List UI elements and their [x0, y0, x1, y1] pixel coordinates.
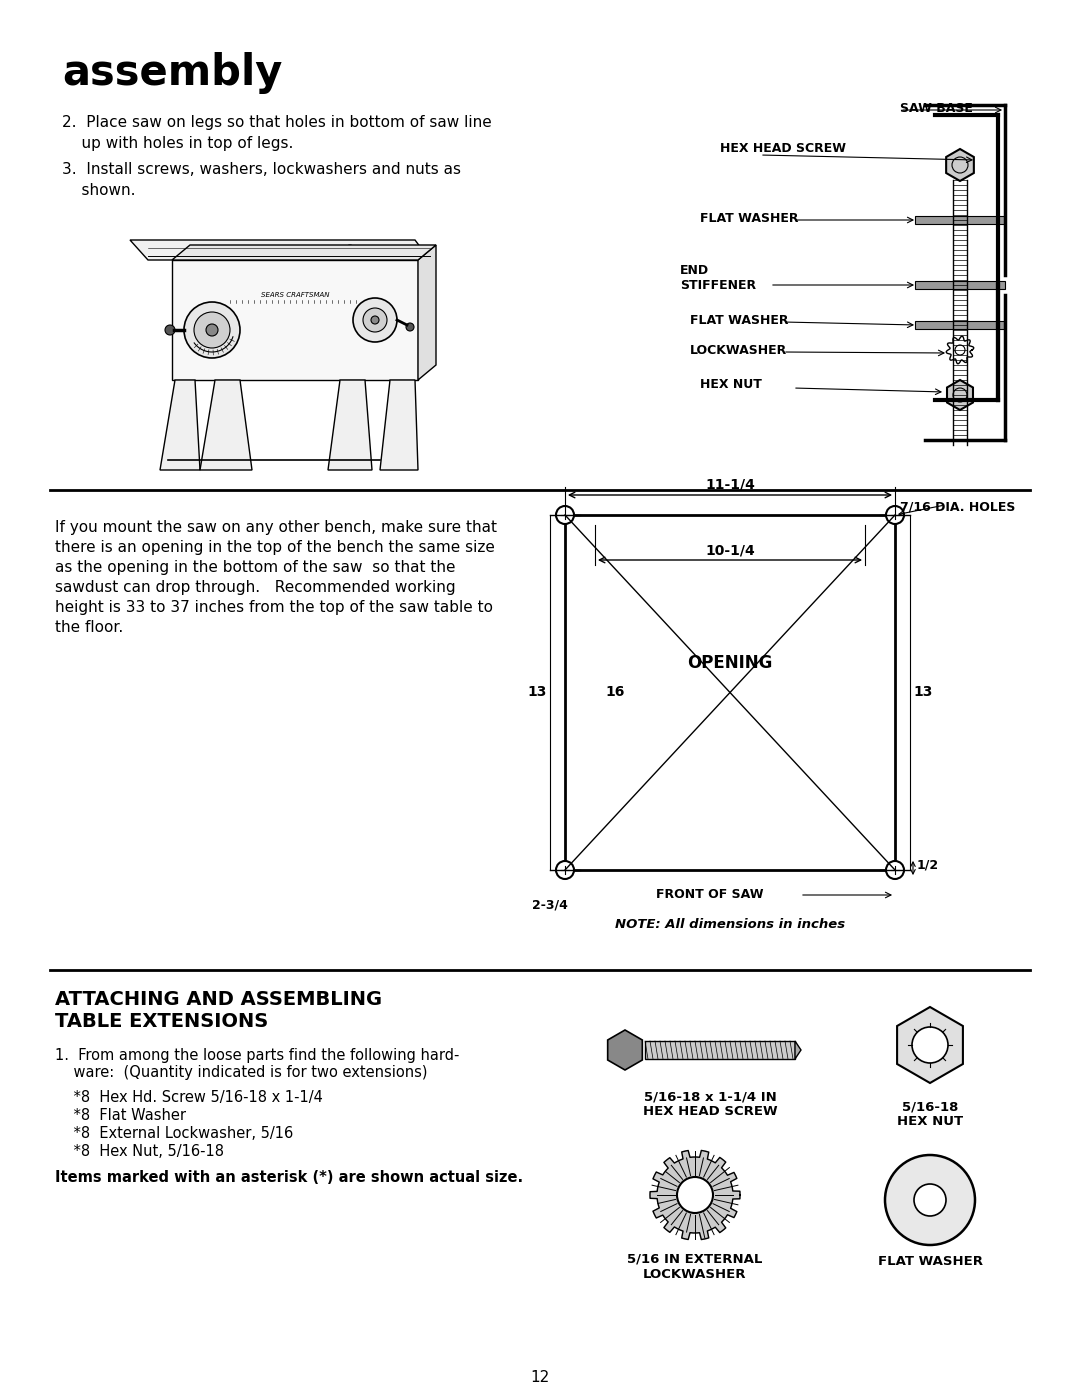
Bar	[172, 260, 418, 381]
Text: END
STIFFENER: END STIFFENER	[680, 264, 756, 292]
Text: FLAT WASHER: FLAT WASHER	[700, 211, 798, 224]
Polygon shape	[650, 1150, 740, 1240]
Circle shape	[353, 298, 397, 341]
Text: FRONT OF SAW: FRONT OF SAW	[657, 888, 764, 901]
Text: LOCKWASHER: LOCKWASHER	[690, 344, 787, 357]
Circle shape	[165, 325, 175, 334]
Text: 13: 13	[527, 686, 546, 700]
Polygon shape	[608, 1030, 643, 1070]
Text: 16: 16	[605, 686, 624, 700]
Circle shape	[914, 1184, 946, 1216]
Text: NOTE: All dimensions in inches: NOTE: All dimensions in inches	[615, 919, 845, 932]
Bar	[565, 515, 895, 870]
Text: ATTACHING AND ASSEMBLING: ATTACHING AND ASSEMBLING	[55, 990, 382, 1009]
Polygon shape	[328, 381, 372, 470]
Circle shape	[912, 1027, 948, 1063]
Text: ware:  (Quantity indicated is for two extensions): ware: (Quantity indicated is for two ext…	[55, 1065, 428, 1080]
Circle shape	[406, 323, 414, 332]
Text: FLAT WASHER: FLAT WASHER	[877, 1255, 983, 1267]
Text: 5/16-18 x 1-1/4 IN
HEX HEAD SCREW: 5/16-18 x 1-1/4 IN HEX HEAD SCREW	[643, 1090, 778, 1118]
Text: *8  Hex Nut, 5/16-18: *8 Hex Nut, 5/16-18	[55, 1144, 224, 1158]
Text: 5/16 IN EXTERNAL
LOCKWASHER: 5/16 IN EXTERNAL LOCKWASHER	[627, 1254, 762, 1281]
Polygon shape	[897, 1007, 963, 1083]
Polygon shape	[380, 381, 418, 470]
Circle shape	[886, 860, 904, 879]
Text: *8  Flat Washer: *8 Flat Washer	[55, 1108, 186, 1123]
Polygon shape	[130, 241, 430, 260]
Text: 2.  Place saw on legs so that holes in bottom of saw line: 2. Place saw on legs so that holes in bo…	[62, 115, 491, 130]
Text: the floor.: the floor.	[55, 620, 123, 635]
Circle shape	[556, 860, 573, 879]
Polygon shape	[795, 1041, 801, 1059]
Text: 7/16 DIA. HOLES: 7/16 DIA. HOLES	[900, 499, 1015, 513]
Circle shape	[184, 302, 240, 358]
Text: 13: 13	[914, 686, 933, 700]
Text: SEARS CRAFTSMAN: SEARS CRAFTSMAN	[260, 292, 329, 298]
Circle shape	[886, 506, 904, 525]
Text: assembly: assembly	[62, 52, 282, 94]
Text: HEX HEAD SCREW: HEX HEAD SCREW	[720, 141, 846, 154]
Circle shape	[194, 312, 230, 348]
Circle shape	[556, 506, 573, 525]
Polygon shape	[418, 245, 436, 381]
Bar	[915, 281, 1005, 290]
Text: 1.  From among the loose parts find the following hard-: 1. From among the loose parts find the f…	[55, 1048, 459, 1063]
Circle shape	[885, 1156, 975, 1245]
Text: 10-1/4: 10-1/4	[705, 543, 755, 557]
Text: 11-1/4: 11-1/4	[705, 478, 755, 492]
Circle shape	[372, 316, 379, 325]
Polygon shape	[947, 381, 973, 410]
Circle shape	[955, 346, 966, 355]
Text: SAW BASE: SAW BASE	[900, 102, 973, 115]
Bar	[915, 215, 1005, 224]
Polygon shape	[160, 381, 200, 470]
Bar	[915, 320, 1005, 329]
Circle shape	[206, 325, 218, 336]
Polygon shape	[172, 245, 436, 260]
Text: up with holes in top of legs.: up with holes in top of legs.	[62, 136, 294, 151]
Text: 1/2: 1/2	[917, 859, 940, 872]
Text: height is 33 to 37 inches from the top of the saw table to: height is 33 to 37 inches from the top o…	[55, 600, 492, 616]
Text: TABLE EXTENSIONS: TABLE EXTENSIONS	[55, 1011, 268, 1031]
Polygon shape	[946, 150, 974, 180]
Text: shown.: shown.	[62, 183, 135, 199]
Text: OPENING: OPENING	[687, 653, 772, 672]
Text: *8  Hex Hd. Screw 5/16-18 x 1-1/4: *8 Hex Hd. Screw 5/16-18 x 1-1/4	[55, 1090, 323, 1105]
Polygon shape	[200, 381, 252, 470]
Text: *8  External Lockwasher, 5/16: *8 External Lockwasher, 5/16	[55, 1126, 294, 1142]
Bar	[645, 1041, 795, 1059]
Text: 2-3/4: 2-3/4	[532, 898, 568, 912]
Text: Items marked with an asterisk (*) are shown actual size.: Items marked with an asterisk (*) are sh…	[55, 1170, 523, 1185]
Text: there is an opening in the top of the bench the same size: there is an opening in the top of the be…	[55, 540, 495, 555]
Text: HEX NUT: HEX NUT	[700, 379, 761, 392]
Text: 12: 12	[530, 1371, 550, 1385]
Circle shape	[677, 1177, 713, 1213]
Text: If you mount the saw on any other bench, make sure that: If you mount the saw on any other bench,…	[55, 520, 497, 534]
Text: sawdust can drop through.   Recommended working: sawdust can drop through. Recommended wo…	[55, 581, 456, 595]
Text: 3.  Install screws, washers, lockwashers and nuts as: 3. Install screws, washers, lockwashers …	[62, 162, 461, 178]
Circle shape	[363, 308, 387, 332]
Text: 5/16-18
HEX NUT: 5/16-18 HEX NUT	[896, 1100, 963, 1128]
Text: FLAT WASHER: FLAT WASHER	[690, 313, 788, 326]
Text: as the opening in the bottom of the saw  so that the: as the opening in the bottom of the saw …	[55, 560, 456, 575]
FancyBboxPatch shape	[247, 246, 311, 257]
